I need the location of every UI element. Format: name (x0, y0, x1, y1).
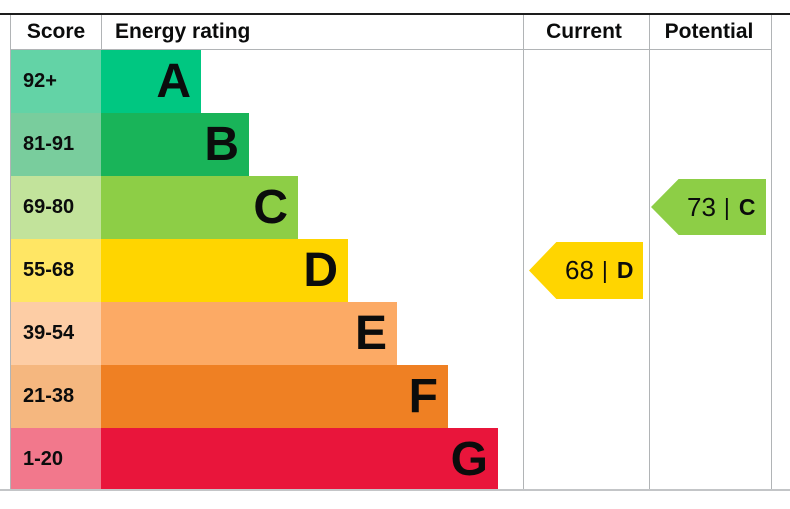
rating-bar-g: G (101, 428, 498, 491)
energy-rating-column-header: Energy rating (115, 20, 251, 43)
rating-letter-c: C (253, 180, 288, 234)
score-range-f: 21-38 (11, 365, 101, 428)
rating-letter-f: F (408, 369, 438, 423)
current-rating-arrow: 68 | D (529, 242, 643, 299)
score-column-divider (101, 15, 102, 50)
current-column-divider (523, 15, 524, 490)
rating-letter-e: E (354, 306, 387, 360)
table-header-row: Score Energy rating Current Potential (11, 15, 771, 50)
potential-rating-arrow: 73 | C (651, 179, 766, 235)
rating-bar-f: F (101, 365, 448, 428)
rating-letter-a: A (156, 54, 191, 108)
current-score-value: 68 (565, 255, 594, 285)
rating-bar-b: B (101, 113, 249, 176)
band-row-b: 81-91 B (11, 113, 771, 176)
top-border (0, 13, 790, 15)
score-range-d: 55-68 (11, 239, 101, 302)
potential-column-divider (649, 15, 650, 490)
score-column-header: Score (26, 20, 86, 43)
score-range-g: 1-20 (11, 428, 101, 491)
current-rating-letter: D (616, 257, 634, 283)
potential-rating-letter: C (738, 193, 756, 220)
rating-bar-a: A (101, 50, 201, 113)
band-row-e: 39-54 E (11, 302, 771, 365)
pipe-separator: | (723, 193, 730, 220)
potential-column-header: Potential (664, 20, 754, 43)
score-range-a: 92+ (11, 50, 101, 113)
rating-letter-b: B (204, 117, 239, 171)
rating-bar-d: D (101, 239, 348, 302)
epc-table: Score Energy rating Current Potential 92… (10, 15, 772, 491)
current-column-header: Current (546, 20, 622, 43)
band-row-a: 92+ A (11, 50, 771, 113)
score-range-e: 39-54 (11, 302, 101, 365)
rating-bar-c: C (101, 176, 298, 239)
rating-bar-e: E (101, 302, 397, 365)
rating-letter-g: G (450, 432, 488, 486)
band-row-c: 69-80 C (11, 176, 771, 239)
band-row-g: 1-20 G (11, 428, 771, 491)
band-rows: 92+ A 81-91 B 69-80 C 55-68 (11, 50, 771, 491)
score-range-c: 69-80 (11, 176, 101, 239)
pipe-separator: | (601, 257, 608, 283)
bottom-border (0, 489, 790, 491)
potential-score-value: 73 (687, 191, 716, 222)
band-row-f: 21-38 F (11, 365, 771, 428)
band-row-d: 55-68 D (11, 239, 771, 302)
rating-letter-d: D (303, 243, 338, 297)
score-range-b: 81-91 (11, 113, 101, 176)
